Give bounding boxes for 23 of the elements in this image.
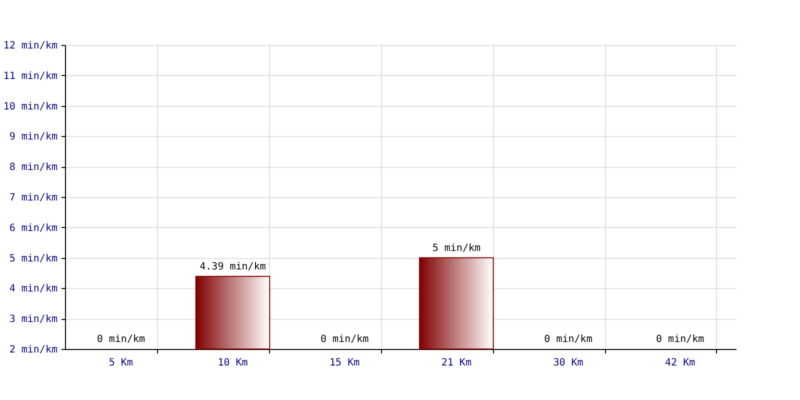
y-tick-label: 5 min/km [9, 253, 58, 264]
y-tick-label: 11 min/km [3, 70, 58, 82]
text: 0 min/km [320, 334, 369, 345]
x-tick-label: 10 Km [218, 358, 248, 368]
y-tick-label: 2 min/km [9, 344, 58, 356]
y-tick-label: 10 min/km [3, 101, 58, 112]
x-tick-label: 42 Km [665, 358, 696, 368]
text: 0 min/km [656, 334, 704, 345]
y-tick-label: 6 min/km [9, 222, 58, 234]
x-tick-label: 30 Km [553, 358, 584, 368]
x-tick-label: 15 Km [330, 358, 360, 368]
y-tick-label: 9 min/km [9, 132, 58, 143]
data-label: 5 min/km [432, 242, 481, 254]
y-tick-label: 7 min/km [9, 192, 58, 204]
x-tick-label: 21 Km [441, 358, 472, 368]
y-tick-label: 4 min/km [9, 284, 58, 295]
y-tick-label: 8 min/km [9, 162, 58, 174]
x-tick-label: 5 Km [108, 358, 133, 368]
data-label: 4.39 min/km [200, 261, 266, 272]
text: 0 min/km [544, 334, 592, 345]
y-tick-label: 12 min/km [3, 40, 58, 52]
y-tick-label: 3 min/km [9, 314, 58, 326]
text: 0 min/km [96, 334, 146, 345]
